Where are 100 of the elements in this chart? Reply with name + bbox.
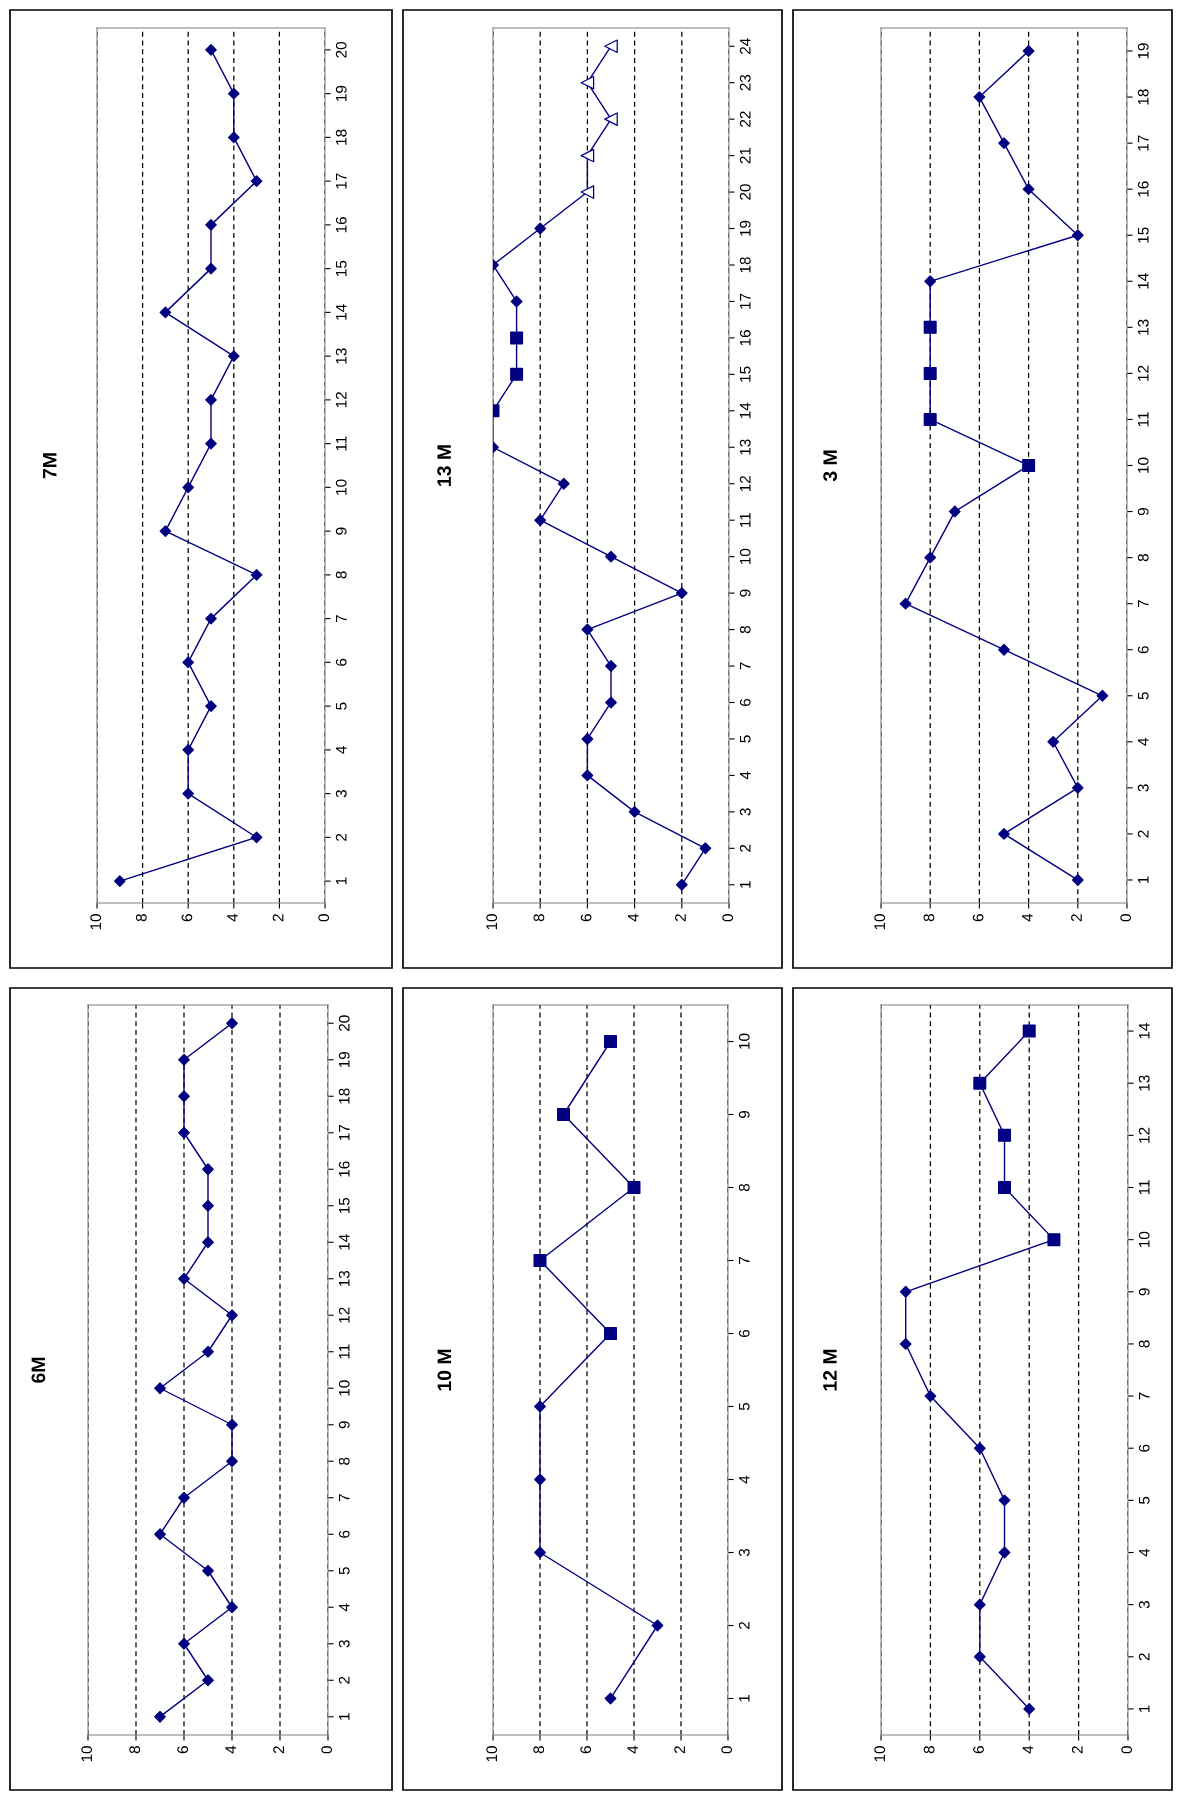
y-tick-label: 6 [738,1329,750,1337]
point [178,1637,190,1650]
y-tick-label: 12 [1137,365,1149,381]
point [998,643,1010,656]
point [205,262,217,275]
y-tick-label: 21 [739,147,751,164]
y-tick-label: 3 [1138,1601,1150,1609]
point [651,1619,664,1632]
y-tick-label: 13 [1138,1075,1150,1091]
point [998,1494,1011,1507]
point [534,222,547,235]
y-tick-label: 9 [1138,1288,1150,1296]
y-tick-label: 6 [1138,1444,1150,1452]
y-tick-label: 17 [739,293,751,309]
y-tick-label: 7 [1138,1392,1150,1400]
point [205,700,217,713]
x-tick-label: 6 [972,914,984,922]
point [1071,781,1084,794]
point [1022,183,1035,196]
y-tick-label: 5 [1137,692,1149,700]
text: 3 M [823,450,838,482]
point [1023,1703,1036,1715]
y-tick-label: 8 [738,1183,750,1192]
y-tick-label: 2 [1137,830,1149,838]
point [973,1442,986,1455]
point [510,295,523,308]
point [178,1053,190,1066]
y-tick-label: 9 [338,1421,350,1429]
y-tick-label: 3 [739,808,751,816]
y-tick-label: 22 [739,111,751,127]
point [178,1126,190,1139]
x-tick-label: 10 [874,1746,886,1762]
point [227,350,240,363]
point [205,43,217,56]
point [998,828,1010,840]
y-tick-label: 11 [1137,412,1149,427]
y-tick-label: 14 [335,304,347,320]
point [580,148,595,163]
y-tick-label: 1 [739,881,751,888]
point [1022,45,1035,57]
point [205,218,217,231]
y-tick-label: 8 [739,625,751,634]
point [534,1473,546,1486]
x-tick-label: 6 [181,914,193,922]
x-tick-label: 4 [227,913,238,922]
point [580,75,595,90]
y-tick-label: 7 [738,1257,750,1264]
x-tick-label: 6 [580,1746,592,1754]
point [202,1236,214,1249]
point [605,550,617,563]
point [899,597,912,610]
point [605,660,617,672]
point [973,91,986,103]
y-tick-label: 7 [739,662,751,670]
point [226,1601,238,1614]
point [533,1253,547,1268]
point [1071,229,1084,242]
y-tick-label: 2 [1138,1653,1150,1661]
y-tick-label: 9 [335,527,347,535]
point [924,551,937,564]
y-tick-label: 16 [338,1161,350,1177]
x-tick-label: 8 [533,1746,545,1754]
point [998,137,1010,150]
x-tick-label: 10 [486,914,498,930]
point [182,743,195,756]
y-tick-label: 10 [1138,1231,1150,1247]
y-tick-label: 5 [338,1567,350,1575]
x-tick-label: 2 [675,914,686,922]
point [604,39,618,54]
point [1096,689,1109,702]
point [510,367,524,381]
point [924,1390,937,1402]
point [226,1309,238,1322]
y-tick-label: 20 [338,1015,350,1031]
y-tick-label: 5 [739,735,751,743]
point [603,1034,618,1049]
point [627,1180,641,1195]
point [250,831,263,844]
y-tick-label: 18 [1137,89,1149,105]
x-tick-label: 4 [1022,1745,1034,1754]
y-tick-label: 19 [335,85,347,101]
y-tick-label: 8 [1137,554,1149,562]
y-tick-label: 15 [1137,227,1149,243]
y-tick-label: 9 [738,1110,750,1119]
y-tick-label: 18 [739,257,751,273]
x-tick-label: 4 [627,1745,638,1754]
y-tick-label: 13 [335,348,347,364]
y-tick-label: 14 [1137,273,1149,289]
x-tick-label: 10 [874,914,886,930]
point [997,1180,1012,1195]
point [973,1650,986,1663]
x-tick-label: 8 [533,914,545,922]
text: 13 M [437,445,452,486]
y-tick-label: 6 [335,658,347,666]
y-tick-label: 5 [1138,1496,1150,1504]
x-tick-label: 10 [81,1746,93,1762]
point [998,1546,1011,1559]
y-tick-label: 10 [739,548,751,564]
y-tick-label: 5 [738,1402,750,1411]
y-tick-label: 4 [738,1475,750,1484]
